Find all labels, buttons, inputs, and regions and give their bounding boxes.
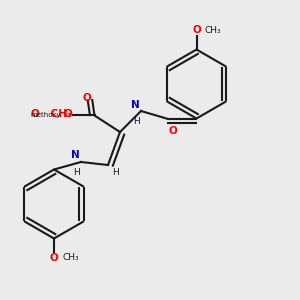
Text: H: H	[133, 117, 140, 126]
Text: O: O	[192, 25, 201, 35]
Text: CH₃: CH₃	[62, 253, 79, 262]
Text: O: O	[63, 109, 72, 119]
Text: O: O	[168, 126, 177, 136]
Text: O: O	[83, 94, 92, 103]
Text: H: H	[112, 168, 119, 177]
Text: N: N	[71, 151, 80, 160]
Text: H: H	[73, 168, 80, 177]
Text: N: N	[131, 100, 140, 110]
Text: methoxy: methoxy	[30, 112, 61, 118]
Text: O: O	[50, 253, 58, 263]
Text: O   CH₃: O CH₃	[32, 109, 72, 119]
Text: CH₃: CH₃	[205, 26, 221, 35]
